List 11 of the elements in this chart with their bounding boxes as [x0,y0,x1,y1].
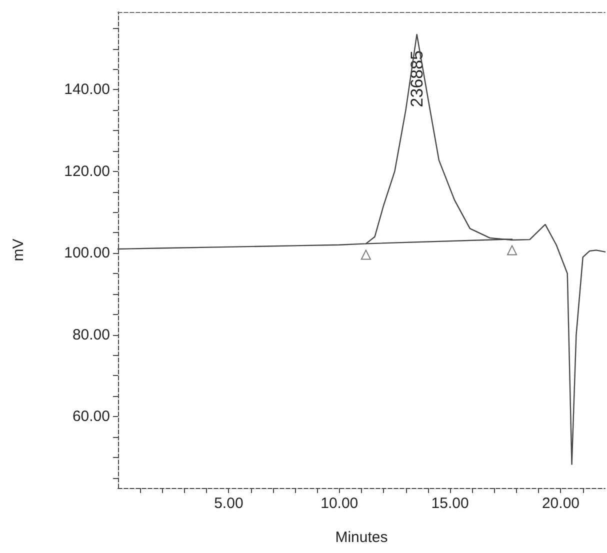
x-tick-label: 10.00 [320,495,358,512]
x-tick-label: 5.00 [214,495,244,512]
x-axis-title: Minutes [335,529,388,546]
x-tick-label: 15.00 [431,495,469,512]
y-tick-label: 100.00 [64,244,110,262]
y-tick-label: 140.00 [64,81,110,98]
y-axis-title: mV [10,238,27,262]
y-tick-label: 120.00 [64,162,110,180]
y-tick-label: 60.00 [72,408,110,425]
y-tick-label: 80.00 [72,326,110,344]
x-tick-label: 20.00 [542,495,580,512]
